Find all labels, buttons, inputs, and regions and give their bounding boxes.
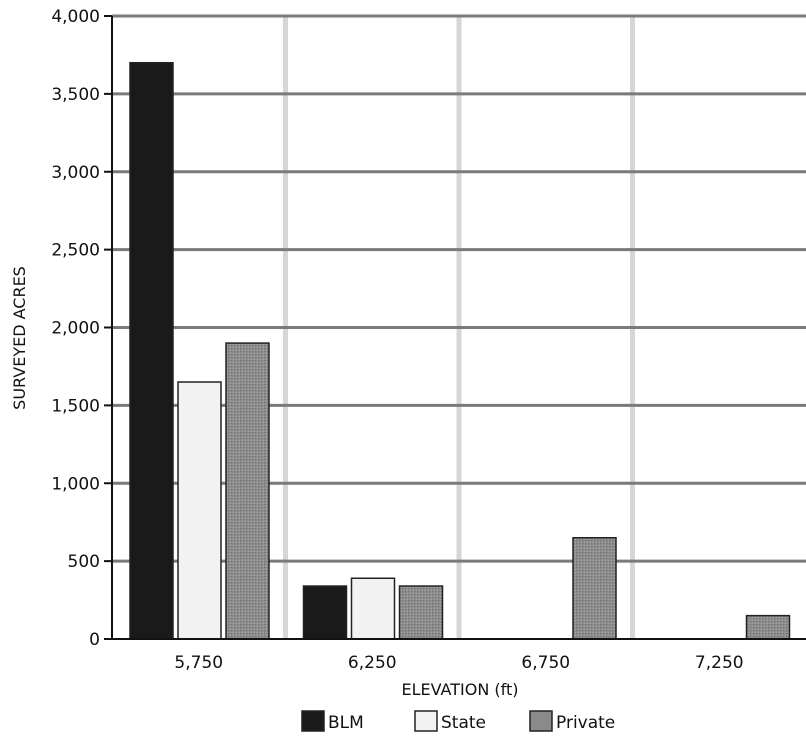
x-axis-title: ELEVATION (ft) (401, 680, 518, 699)
bar-private-3 (745, 614, 791, 640)
y-tick-label: 3,000 (51, 163, 100, 183)
axes (104, 15, 806, 640)
y-tick-label: 2,500 (51, 241, 100, 261)
bar-private-1 (398, 585, 444, 640)
y-tick-label: 0 (89, 630, 100, 650)
legend: BLM State Private (301, 710, 615, 733)
bar-private-2 (572, 537, 617, 640)
y-tick-label: 1,500 (51, 396, 100, 416)
bar-private-0 (225, 342, 270, 640)
bar-state-0 (177, 381, 222, 640)
bar-blm-0 (129, 61, 174, 640)
legend-label-state: State (441, 713, 486, 733)
x-tick-label: 6,250 (348, 653, 397, 673)
y-tick-label: 1,000 (51, 474, 100, 494)
y-tick-label: 2,000 (51, 319, 100, 339)
tick-labels: 0 500 1,000 1,500 2,000 2,500 3,000 3,500 4,000 5… (51, 7, 743, 673)
legend-swatch-state (414, 710, 438, 732)
legend-swatch-blm (301, 710, 325, 732)
legend-label-private: Private (556, 713, 615, 733)
bars (129, 61, 791, 640)
bar-state-1 (350, 577, 396, 640)
legend-swatch-private (529, 710, 553, 732)
y-axis-title: SURVEYED ACRES (10, 266, 29, 410)
legend-label-blm: BLM (328, 713, 364, 733)
y-tick-label: 500 (68, 552, 100, 572)
x-tick-label: 6,750 (521, 653, 570, 673)
y-tick-label: 3,500 (51, 85, 100, 105)
y-tick-label: 4,000 (51, 7, 100, 27)
x-tick-label: 7,250 (695, 653, 744, 673)
bar-blm-1 (302, 585, 348, 640)
x-tick-label: 5,750 (174, 653, 223, 673)
